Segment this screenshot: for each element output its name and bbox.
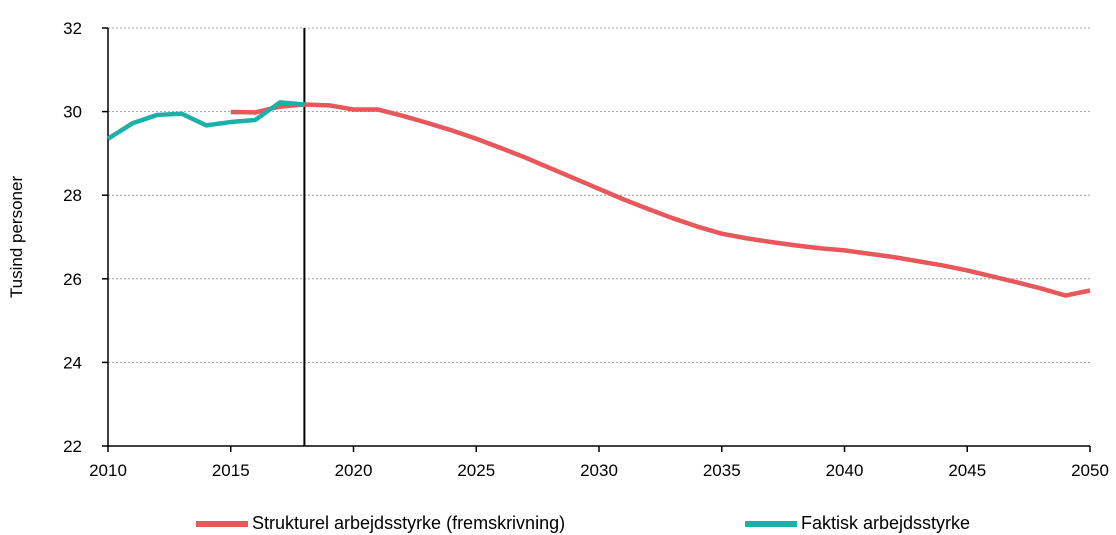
legend: Strukturel arbejdsstyrke (fremskrivning)… <box>196 513 970 533</box>
grid-lines <box>108 27 1090 363</box>
y-tick-label-26: 26 <box>63 270 82 289</box>
x-tick-label-2030: 2030 <box>580 461 618 480</box>
y-axis-title: Tusind personer <box>7 176 26 299</box>
y-tick-label-22: 22 <box>63 437 82 456</box>
x-tick-label-2015: 2015 <box>212 461 250 480</box>
series-line-structural <box>230 102 1091 298</box>
x-tick-label-2035: 2035 <box>703 461 741 480</box>
x-tick-label-2040: 2040 <box>826 461 864 480</box>
axes <box>102 27 1091 452</box>
x-tick-label-2025: 2025 <box>457 461 495 480</box>
x-tick-label-2050: 2050 <box>1071 461 1109 480</box>
tick-labels: 22 24 26 28 30 32 2010 2015 2020 2025 2030 2035 2040… <box>63 19 1109 480</box>
legend-label-structural: Strukturel arbejdsstyrke (fremskrivning) <box>252 513 565 533</box>
y-tick-label-28: 28 <box>63 186 82 205</box>
series-layer <box>106 100 1091 298</box>
x-tick-label-2020: 2020 <box>335 461 373 480</box>
series-line-actual <box>106 100 305 141</box>
y-tick-label-30: 30 <box>63 103 82 122</box>
y-tick-label-24: 24 <box>63 353 82 372</box>
y-tick-label-32: 32 <box>63 19 82 38</box>
legend-label-actual: Faktisk arbejdsstyrke <box>801 513 970 533</box>
x-tick-label-2045: 2045 <box>948 461 986 480</box>
x-tick-label-2010: 2010 <box>89 461 127 480</box>
